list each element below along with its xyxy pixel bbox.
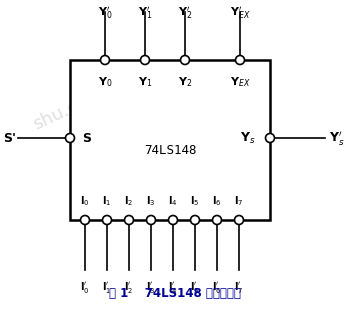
Circle shape	[236, 55, 245, 64]
Circle shape	[101, 55, 110, 64]
Text: I$_3$: I$_3$	[146, 194, 156, 208]
Text: Y$_1$: Y$_1$	[138, 75, 152, 89]
Text: I$_3'$: I$_3'$	[146, 280, 156, 295]
Text: I$_5$: I$_5$	[190, 194, 200, 208]
Text: Y$_2'$: Y$_2'$	[178, 5, 192, 21]
Text: I$_7'$: I$_7'$	[234, 280, 244, 295]
Text: Y$_1'$: Y$_1'$	[138, 5, 152, 21]
Text: S': S'	[3, 131, 16, 144]
Text: Y$_s'$: Y$_s'$	[329, 129, 345, 147]
Text: I$_1$: I$_1$	[102, 194, 112, 208]
Circle shape	[66, 134, 74, 143]
Text: Y$_{EX}$: Y$_{EX}$	[230, 75, 250, 89]
Circle shape	[125, 215, 134, 224]
Text: I$_2$: I$_2$	[124, 194, 134, 208]
Text: I$_0$: I$_0$	[80, 194, 90, 208]
Text: I$_7$: I$_7$	[234, 194, 244, 208]
Circle shape	[180, 55, 190, 64]
Text: I$_0'$: I$_0'$	[80, 280, 90, 295]
Circle shape	[191, 215, 200, 224]
Text: I$_4'$: I$_4'$	[168, 280, 178, 295]
Text: I$_5'$: I$_5'$	[190, 280, 200, 295]
Circle shape	[147, 215, 156, 224]
Text: I$_6'$: I$_6'$	[212, 280, 222, 295]
Bar	[70, 60, 270, 220]
Text: Y$_s$: Y$_s$	[240, 131, 256, 146]
Text: I$_4$: I$_4$	[168, 194, 178, 208]
Circle shape	[141, 55, 149, 64]
Circle shape	[266, 134, 275, 143]
Text: 74LS148: 74LS148	[144, 144, 196, 157]
Circle shape	[81, 215, 89, 224]
Text: Y$_0'$: Y$_0'$	[98, 5, 112, 21]
Circle shape	[169, 215, 178, 224]
Text: I$_6$: I$_6$	[212, 194, 222, 208]
Circle shape	[213, 215, 222, 224]
Text: shu.com: shu.com	[30, 86, 107, 134]
Text: I$_1'$: I$_1'$	[102, 280, 112, 295]
Circle shape	[235, 215, 244, 224]
Text: S: S	[82, 131, 91, 144]
Text: 图 1    74LS148 的逻辑符号: 图 1 74LS148 的逻辑符号	[109, 287, 240, 300]
Text: Y$_0$: Y$_0$	[98, 75, 112, 89]
Text: I$_2'$: I$_2'$	[124, 280, 134, 295]
Text: Y$_2$: Y$_2$	[178, 75, 192, 89]
Circle shape	[103, 215, 111, 224]
Text: Y$_{EX}'$: Y$_{EX}'$	[230, 5, 250, 21]
